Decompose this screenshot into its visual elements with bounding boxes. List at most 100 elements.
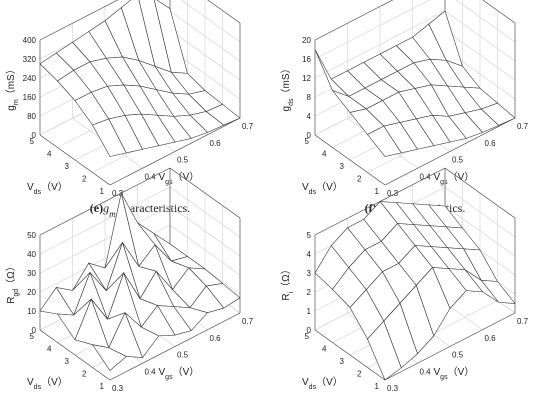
y-tick-label: 4 <box>322 345 327 354</box>
x-tick-label: 0.3 <box>112 189 124 198</box>
label-part: （V） <box>316 181 343 193</box>
x-tick-label: 0.5 <box>177 156 189 165</box>
y-axis-label: Vds（V） <box>27 181 68 196</box>
label-part: V <box>434 172 441 183</box>
z-axis-label: gm（mS） <box>5 64 20 110</box>
label-part: R <box>6 297 17 304</box>
z-tick-label: 0 <box>32 326 37 335</box>
x-tick-label: 0.5 <box>452 351 464 360</box>
box-edge <box>207 0 241 24</box>
surface-cell <box>91 344 127 371</box>
x-tick-label: 0.6 <box>485 139 497 148</box>
z-tick-label: 4 <box>307 112 312 121</box>
label-part: m <box>13 99 20 105</box>
z-tick-label: 10 <box>27 307 36 316</box>
box-edge <box>314 134 386 186</box>
box-edge <box>314 0 394 41</box>
label-part: R <box>281 293 292 300</box>
y-tick-label: 1 <box>375 187 380 196</box>
label-part: V <box>27 377 34 388</box>
label-part: V <box>27 182 34 193</box>
label-part: gd <box>13 289 20 297</box>
y-tick-label: 3 <box>65 357 70 366</box>
y-tick-label: 1 <box>375 382 380 391</box>
y-tick-label: 2 <box>357 370 362 379</box>
z-tick-label: 8 <box>307 93 312 102</box>
x-tick-label: 0.6 <box>210 139 222 148</box>
z-tick-label: 80 <box>27 112 36 121</box>
label-part: ds <box>34 384 42 391</box>
x-axis-label: Vgs（V） <box>434 171 475 186</box>
surface-cell <box>92 118 127 157</box>
z-tick-label: 12 <box>302 74 311 83</box>
x-tick-label: 0.5 <box>177 351 189 360</box>
x-tick-label: 0.3 <box>387 384 399 393</box>
z-tick-label: 240 <box>23 74 37 83</box>
x-tick-label: 0.7 <box>242 317 254 326</box>
y-tick-label: 3 <box>340 162 345 171</box>
x-tick-label: 0.4 <box>420 367 432 376</box>
box-edge <box>384 117 516 186</box>
box-edge <box>39 167 171 236</box>
y-tick-label: 5 <box>305 332 310 341</box>
box-edge <box>314 329 386 381</box>
y-tick-label: 4 <box>322 150 327 159</box>
label-part: V <box>159 367 166 378</box>
z-tick-label: 20 <box>302 36 311 45</box>
y-tick-label: 4 <box>47 345 52 354</box>
label-part: g <box>281 106 292 112</box>
caption: (e)gm characteristics. <box>90 201 190 219</box>
z-axis-label: gds（mS） <box>280 64 295 112</box>
y-tick-label: 1 <box>100 187 105 196</box>
y-tick-label: 2 <box>82 175 87 184</box>
y-tick-label: 5 <box>30 332 35 341</box>
label-part: （Ω） <box>5 261 17 288</box>
z-tick-label: 30 <box>27 269 36 278</box>
z-tick-label: 1 <box>307 307 312 316</box>
z-tick-label: 2 <box>307 288 312 297</box>
caption-part: m <box>109 209 116 219</box>
x-tick-label: 0.4 <box>420 172 432 181</box>
box-edge <box>39 134 111 186</box>
x-tick-label: 0.7 <box>517 317 529 326</box>
z-tick-label: 400 <box>23 36 37 45</box>
label-part: （mS） <box>5 64 17 99</box>
y-tick-label: 1 <box>100 382 105 391</box>
x-tick-label: 0.7 <box>517 122 529 131</box>
y-tick-label: 5 <box>30 137 35 146</box>
surface-cell <box>367 320 402 381</box>
box-edge <box>482 0 516 24</box>
x-tick-label: 0.3 <box>112 384 124 393</box>
label-part: gs <box>440 178 448 185</box>
box-edge <box>39 329 111 381</box>
box-edge <box>39 0 119 41</box>
label-part: ds <box>288 98 295 106</box>
label-part: （mS） <box>280 64 292 99</box>
z-tick-label: 5 <box>307 231 312 240</box>
label-part: V <box>159 172 166 183</box>
label-part: （Ω） <box>280 264 292 291</box>
y-tick-label: 5 <box>305 137 310 146</box>
z-tick-label: 320 <box>23 55 37 64</box>
box-edge <box>444 167 516 219</box>
label-part: gs <box>165 178 173 185</box>
z-tick-label: 0 <box>307 326 312 335</box>
label-part: （V） <box>173 366 200 378</box>
x-tick-label: 0.3 <box>387 189 399 198</box>
label-part: ds <box>34 189 42 196</box>
y-tick-label: 2 <box>82 370 87 379</box>
z-tick-label: 160 <box>23 93 37 102</box>
z-tick-label: 50 <box>27 231 36 240</box>
y-tick-label: 3 <box>340 357 345 366</box>
y-tick-label: 4 <box>47 150 52 159</box>
y-tick-label: 2 <box>357 175 362 184</box>
surface-cell <box>367 125 402 157</box>
y-axis-label: Vds（V） <box>302 181 343 196</box>
label-part: （V） <box>41 376 68 388</box>
box-edge <box>109 117 241 186</box>
box-edge <box>109 312 241 381</box>
label-part: gs <box>440 373 448 380</box>
x-tick-label: 0.6 <box>210 334 222 343</box>
label-part: ds <box>309 384 317 391</box>
